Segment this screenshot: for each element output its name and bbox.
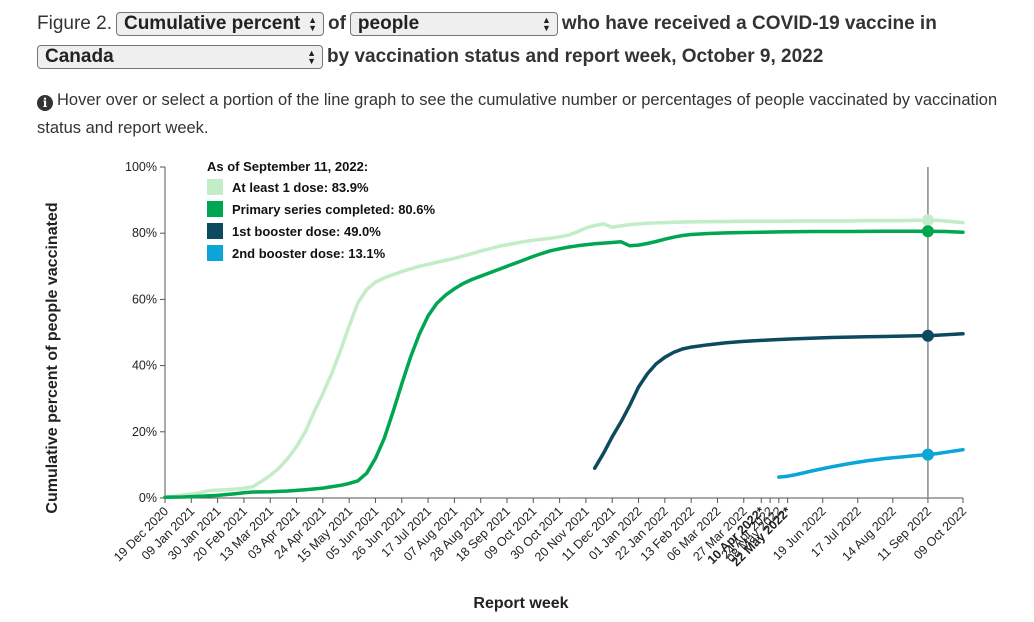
hover-point-2 [921, 225, 934, 238]
legend-label: At least 1 dose: 83.9% [232, 180, 369, 195]
of-text: of [327, 13, 346, 34]
title-suffix-1: who have received a COVID-19 vaccine in [561, 13, 937, 34]
x-axis-title: Report week [473, 595, 568, 612]
series-line-3[interactable] [592, 332, 965, 470]
legend-swatch [207, 179, 223, 195]
region-select[interactable]: Canada ▲ ▼ [37, 45, 323, 69]
y-tick-label: 20% [132, 425, 157, 439]
legend-label: 1st booster dose: 49.0% [232, 224, 381, 239]
series-lines[interactable] [163, 218, 965, 500]
select-arrows-icon: ▲ ▼ [308, 15, 317, 33]
legend: As of September 11, 2022: At least 1 dose… [207, 159, 435, 261]
select-arrows-icon: ▲ ▼ [307, 48, 316, 66]
info-icon: i [37, 95, 53, 111]
figure-title-line-1: Figure 2. Cumulative percent ▲ ▼ of peopl… [37, 12, 941, 36]
info-note: i Hover over or select a portion of the l… [37, 86, 1007, 142]
series-line-4[interactable] [777, 447, 965, 479]
hover-point-3 [921, 329, 934, 342]
legend-swatch [207, 223, 223, 239]
figure-title-line-2: Canada ▲ ▼ by vaccination status and repo… [37, 45, 823, 69]
legend-label: Primary series completed: 80.6% [232, 202, 435, 217]
legend-label: 2nd booster dose: 13.1% [232, 246, 386, 261]
legend-title: As of September 11, 2022: [207, 159, 368, 174]
y-tick-label: 40% [132, 359, 157, 373]
figure-label: Figure 2. [37, 13, 112, 34]
y-tick-label: 0% [139, 491, 157, 505]
measure-select[interactable]: Cumulative percent ▲ ▼ [115, 12, 324, 36]
legend-swatch [207, 245, 223, 261]
population-select[interactable]: people ▲ ▼ [349, 12, 558, 36]
legend-swatch [207, 201, 223, 217]
y-tick-label: 80% [132, 226, 157, 240]
y-axis: 0% 20% 40% 60% 80% 100% [125, 160, 166, 505]
region-select-value: Canada [45, 46, 114, 67]
hover-indicator [921, 167, 934, 498]
series-line-1[interactable] [163, 218, 965, 499]
select-arrows-icon: ▲ ▼ [542, 15, 551, 33]
info-text: Hover over or select a portion of the li… [37, 91, 998, 137]
population-select-value: people [357, 13, 420, 34]
hover-point-4 [921, 448, 934, 461]
measure-select-value: Cumulative percent [123, 13, 301, 34]
title-suffix-2: by vaccination status and report week, O… [327, 46, 824, 67]
y-tick-label: 60% [132, 292, 157, 306]
hover-point-1 [921, 214, 934, 227]
series-line-2[interactable] [163, 229, 965, 500]
y-axis-title: Cumulative percent of people vaccinated [44, 202, 61, 513]
y-tick-label: 100% [125, 160, 157, 174]
